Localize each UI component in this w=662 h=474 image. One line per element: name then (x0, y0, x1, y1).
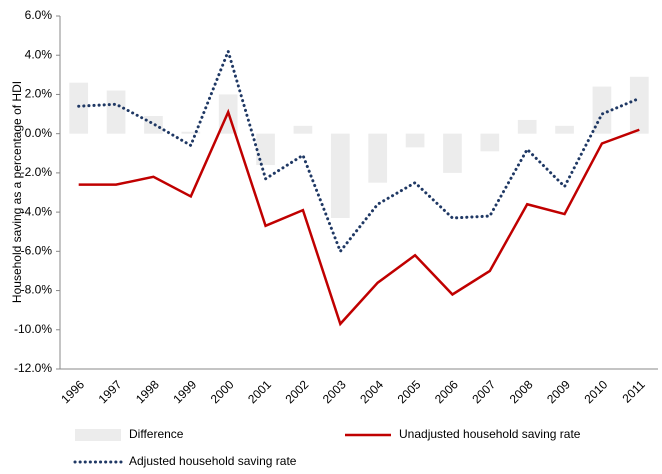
x-tick-label: 1999 (170, 377, 199, 406)
bar (106, 90, 126, 134)
bar (181, 131, 201, 134)
x-tick-label: 2008 (507, 377, 536, 406)
bar (555, 125, 574, 134)
x-tick-label: 2002 (283, 377, 312, 406)
bar (368, 133, 388, 183)
y-tick-label: -12.0% (14, 361, 52, 375)
y-tick-label: -4.0% (21, 204, 53, 218)
y-tick-label: 6.0% (25, 8, 53, 22)
x-tick-label: 2003 (320, 377, 349, 406)
y-axis-label: Household saving as a percentage of HDI (10, 81, 24, 303)
bar (330, 133, 350, 218)
line (77, 46, 641, 255)
x-tick-label: 2005 (395, 377, 424, 406)
y-tick-label: 2.0% (25, 87, 53, 101)
x-tick-label: 1998 (133, 377, 162, 406)
bar (443, 133, 462, 173)
bar (405, 133, 425, 148)
y-tick-label: -6.0% (21, 244, 53, 258)
y-tick-label: 4.0% (25, 47, 53, 61)
line (78, 108, 640, 327)
x-tick-label: 2009 (544, 377, 573, 406)
bar (517, 119, 537, 134)
y-tick-label: -2.0% (21, 165, 53, 179)
x-tick-label: 2001 (245, 377, 274, 406)
legend-label: Adjusted household saving rate (129, 454, 297, 468)
legend-label: Unadjusted household saving rate (399, 427, 581, 441)
bar (629, 76, 649, 134)
x-tick-label: 2006 (432, 377, 461, 406)
x-tick-label: 2010 (582, 377, 611, 406)
y-tick-label: 0.0% (25, 126, 53, 140)
bar (480, 133, 500, 152)
x-tick-label: 1997 (96, 377, 125, 406)
x-tick-label: 1996 (58, 377, 87, 406)
x-tick-label: 2000 (208, 377, 237, 406)
y-tick-label: -10.0% (14, 322, 52, 336)
x-tick-label: 2004 (357, 377, 386, 406)
x-tick-label: 2011 (620, 377, 648, 405)
y-tick-label: -8.0% (21, 283, 53, 297)
x-tick-label: 2007 (469, 377, 498, 406)
legend-label: Difference (129, 427, 184, 441)
bar (293, 125, 313, 134)
bar (256, 133, 275, 166)
bar (69, 82, 89, 134)
legend-swatch (75, 429, 121, 441)
bar (144, 116, 163, 134)
